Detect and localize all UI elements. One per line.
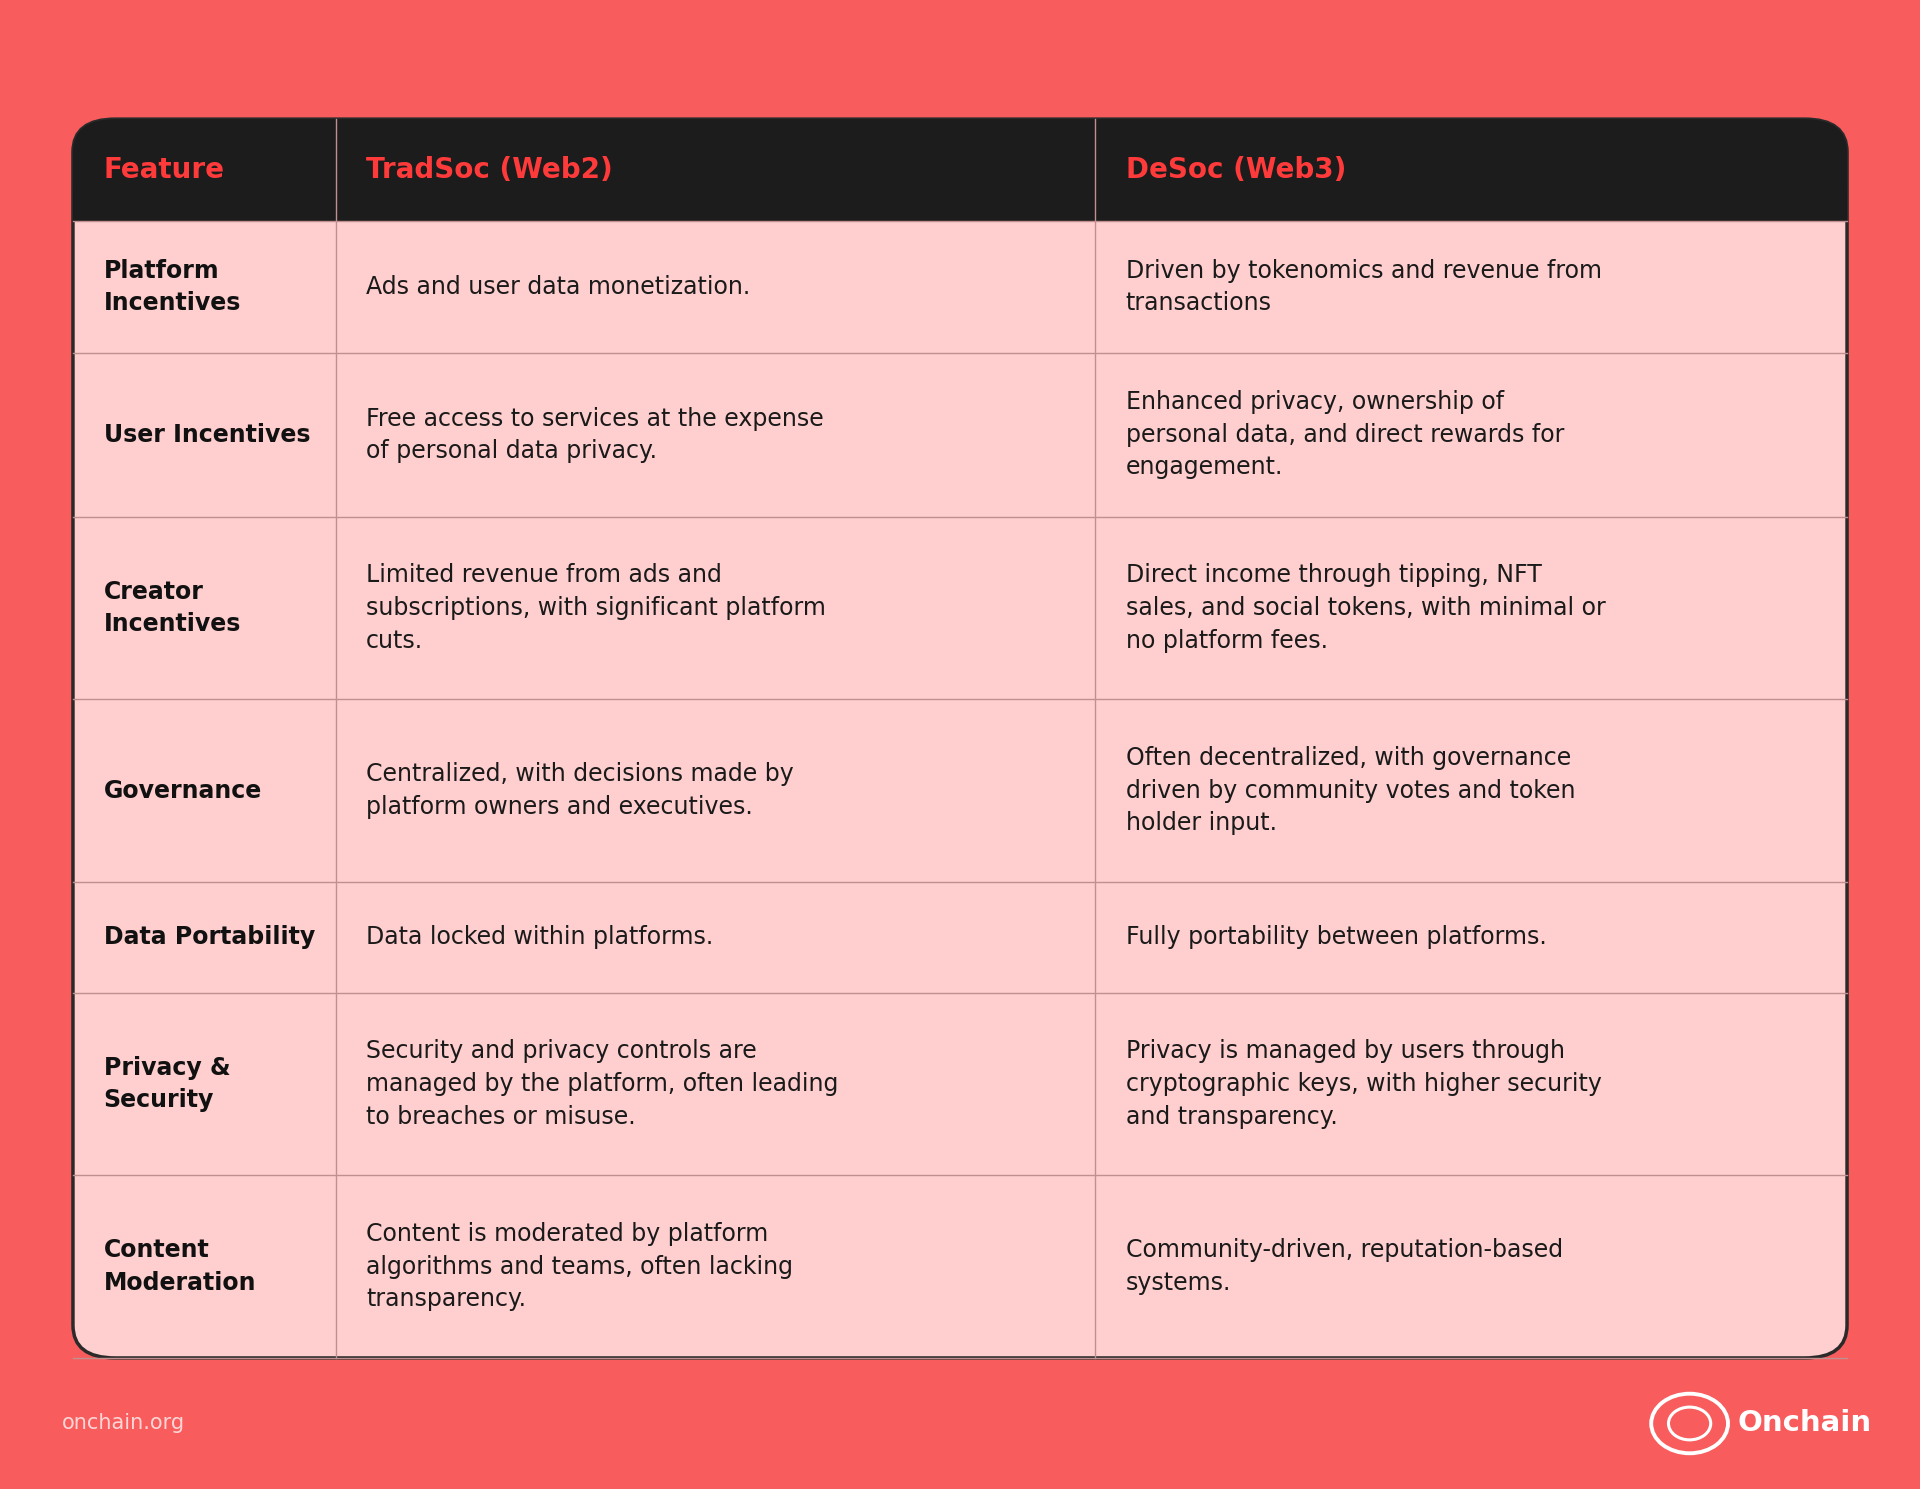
Text: Community-driven, reputation-based
systems.: Community-driven, reputation-based syste… [1125,1239,1563,1295]
Text: Content
Moderation: Content Moderation [104,1239,255,1295]
Text: DeSoc (Web3): DeSoc (Web3) [1125,156,1346,185]
Text: Fully portability between platforms.: Fully portability between platforms. [1125,925,1546,950]
Text: Feature: Feature [104,156,225,185]
Text: onchain.org: onchain.org [61,1413,184,1434]
Text: Privacy &
Security: Privacy & Security [104,1056,230,1112]
Text: Direct income through tipping, NFT
sales, and social tokens, with minimal or
no : Direct income through tipping, NFT sales… [1125,563,1605,652]
Text: Privacy is managed by users through
cryptographic keys, with higher security
and: Privacy is managed by users through cryp… [1125,1039,1601,1129]
Text: Often decentralized, with governance
driven by community votes and token
holder : Often decentralized, with governance dri… [1125,746,1574,835]
Text: Ads and user data monetization.: Ads and user data monetization. [367,275,751,299]
Text: Content is moderated by platform
algorithms and teams, often lacking
transparenc: Content is moderated by platform algorit… [367,1222,793,1312]
Text: Limited revenue from ads and
subscriptions, with significant platform
cuts.: Limited revenue from ads and subscriptio… [367,563,826,652]
Text: Creator
Incentives: Creator Incentives [104,579,242,636]
Text: TradSoc (Web2): TradSoc (Web2) [367,156,612,185]
FancyBboxPatch shape [73,119,1847,1358]
Text: Centralized, with decisions made by
platform owners and executives.: Centralized, with decisions made by plat… [367,762,795,819]
Bar [73,165,1847,220]
Text: Governance: Governance [104,779,261,803]
Text: Data locked within platforms.: Data locked within platforms. [367,925,714,950]
Text: Free access to services at the expense
of personal data privacy.: Free access to services at the expense o… [367,406,824,463]
Text: Security and privacy controls are
managed by the platform, often leading
to brea: Security and privacy controls are manage… [367,1039,839,1129]
Text: Driven by tokenomics and revenue from
transactions: Driven by tokenomics and revenue from tr… [1125,259,1601,316]
Text: Onchain: Onchain [1738,1410,1872,1437]
Text: Platform
Incentives: Platform Incentives [104,259,242,316]
FancyBboxPatch shape [73,119,1847,220]
Text: Data Portability: Data Portability [104,925,315,950]
Text: Enhanced privacy, ownership of
personal data, and direct rewards for
engagement.: Enhanced privacy, ownership of personal … [1125,390,1565,479]
Text: User Incentives: User Incentives [104,423,311,447]
